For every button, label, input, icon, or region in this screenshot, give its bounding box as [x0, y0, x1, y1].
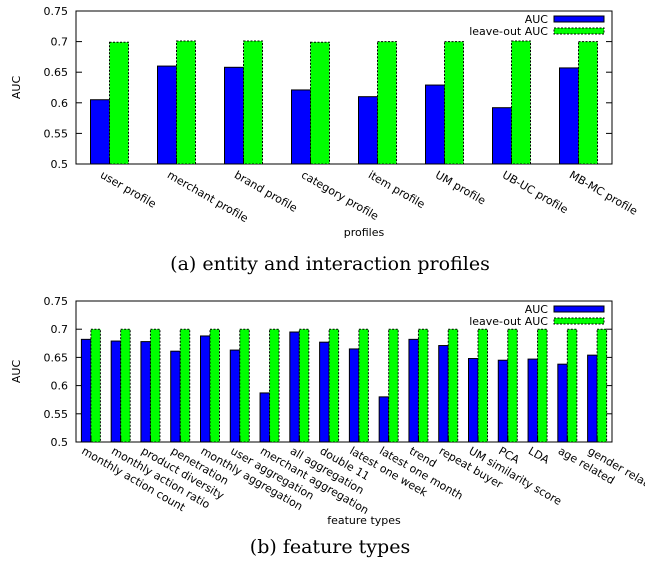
- bar-leave-out-auc: [477, 328, 488, 443]
- bar-auc: [408, 338, 419, 443]
- y-axis-label: AUC: [10, 360, 23, 384]
- bar-auc: [527, 358, 539, 443]
- bar-leave-out-auc: [243, 40, 263, 165]
- legend-swatch-leave-out-auc: [553, 317, 605, 325]
- bar-auc: [157, 65, 177, 165]
- bar-auc: [80, 338, 92, 443]
- x-category-label: UB-UC profile: [500, 168, 570, 216]
- legend-swatch-leave-out-auc: [553, 27, 605, 35]
- bar-leave-out-auc: [176, 40, 196, 165]
- bar-leave-out-auc: [511, 40, 531, 165]
- bar-auc: [358, 96, 378, 165]
- figure-caption: (b) feature types: [250, 536, 410, 558]
- x-axis-label: feature types: [327, 514, 401, 527]
- bar-auc: [378, 396, 390, 443]
- y-tick-label: 0.65: [44, 66, 69, 79]
- bar-leave-out-auc: [179, 328, 191, 443]
- y-tick-label: 0.6: [51, 380, 69, 393]
- y-tick-label: 0.75: [44, 5, 69, 18]
- y-tick-label: 0.6: [51, 97, 69, 110]
- bar-leave-out-auc: [417, 328, 429, 443]
- bar-leave-out-auc: [120, 328, 131, 443]
- bar-leave-out-auc: [447, 328, 459, 443]
- x-category-label: item profile: [366, 168, 427, 211]
- y-tick-label: 0.65: [44, 351, 69, 364]
- bar-leave-out-auc: [537, 328, 548, 443]
- bar-leave-out-auc: [298, 328, 310, 443]
- x-category-label: LDA: [526, 444, 552, 466]
- x-category-label: MB-MC profile: [567, 168, 640, 218]
- y-axis-label: AUC: [10, 76, 23, 100]
- plot-frame: [75, 300, 613, 443]
- bar-leave-out-auc: [109, 41, 129, 165]
- bar-auc: [224, 66, 244, 165]
- x-category-label: brand profile: [232, 168, 300, 215]
- bar-auc: [557, 363, 568, 443]
- bar-auc: [140, 341, 151, 443]
- bar-leave-out-auc: [358, 328, 369, 443]
- bar-leave-out-auc: [328, 328, 340, 443]
- x-category-label: user profile: [98, 168, 159, 210]
- bar-leave-out-auc: [507, 328, 518, 443]
- legend-label-leave-out-auc: leave-out AUC: [469, 25, 548, 38]
- bar-leave-out-auc: [377, 41, 397, 165]
- bar-leave-out-auc: [596, 328, 608, 443]
- bar-leave-out-auc: [578, 41, 598, 165]
- bar-auc: [229, 349, 241, 443]
- y-tick-label: 0.7: [51, 36, 69, 49]
- bar-auc: [438, 345, 449, 443]
- bar-auc: [289, 331, 300, 443]
- bar-leave-out-auc: [90, 328, 101, 443]
- y-tick-label: 0.7: [51, 323, 69, 336]
- y-tick-label: 0.5: [51, 158, 69, 171]
- bar-leave-out-auc: [388, 328, 399, 443]
- figure-caption: (a) entity and interaction profiles: [170, 253, 490, 275]
- bar-leave-out-auc: [239, 328, 250, 443]
- bar-leave-out-auc: [269, 328, 280, 443]
- x-category-label: UM profile: [433, 168, 488, 207]
- bar-leave-out-auc: [310, 41, 330, 165]
- legend-label-auc: AUC: [525, 13, 549, 26]
- legend-label-auc: AUC: [525, 303, 549, 316]
- bar-auc: [425, 84, 445, 165]
- legend-swatch-auc: [553, 15, 605, 23]
- bar-leave-out-auc: [566, 328, 578, 443]
- bar-auc: [587, 354, 598, 443]
- y-tick-label: 0.55: [44, 408, 69, 421]
- bar-leave-out-auc: [444, 41, 464, 165]
- x-axis-label: profiles: [344, 226, 385, 239]
- bar-leave-out-auc: [209, 328, 220, 443]
- plot-frame: [75, 10, 613, 165]
- legend-label-leave-out-auc: leave-out AUC: [469, 315, 548, 328]
- y-tick-label: 0.55: [44, 127, 69, 140]
- bar-auc: [170, 350, 181, 443]
- bar-auc: [319, 341, 330, 443]
- bar-auc: [348, 348, 360, 443]
- bar-auc: [110, 340, 122, 443]
- bar-auc: [468, 358, 479, 443]
- bar-auc: [200, 335, 211, 443]
- bar-auc: [559, 67, 579, 165]
- y-tick-label: 0.75: [44, 295, 69, 308]
- bar-leave-out-auc: [149, 328, 161, 443]
- legend-swatch-auc: [553, 305, 605, 313]
- bar-auc: [259, 392, 271, 443]
- y-tick-label: 0.5: [51, 436, 69, 449]
- bar-auc: [492, 107, 512, 165]
- bar-auc: [291, 89, 311, 165]
- bar-auc: [90, 99, 110, 165]
- bar-auc: [497, 359, 509, 443]
